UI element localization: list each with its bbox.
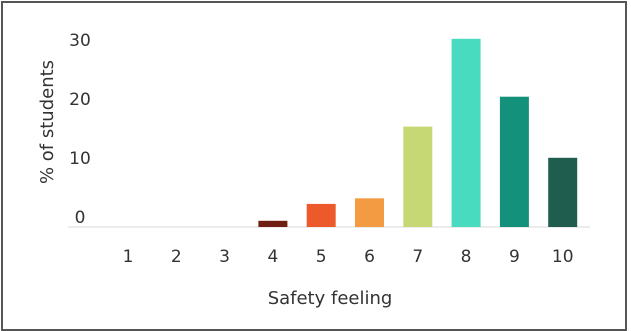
x-tick-label: 1 (123, 247, 134, 267)
x-tick-label: 5 (316, 247, 327, 267)
x-tick-label: 2 (171, 247, 182, 267)
bar-9 (499, 96, 529, 227)
y-axis-title: % of students (37, 60, 58, 184)
x-tick-label: 9 (509, 247, 520, 267)
bar-5 (306, 203, 336, 227)
bars-group (258, 38, 578, 227)
x-tick-label: 6 (364, 247, 375, 267)
y-tick-labels: 0 10 20 30 (69, 31, 91, 228)
x-tick-label: 10 (552, 247, 574, 267)
x-tick-label: 3 (219, 247, 230, 267)
x-tick-label: 7 (412, 247, 423, 267)
y-tick-label: 30 (69, 31, 91, 51)
bar-10 (548, 157, 578, 227)
y-tick-label: 10 (69, 149, 91, 169)
bar-8 (451, 38, 481, 227)
y-tick-label: 0 (75, 208, 86, 228)
x-axis-title: Safety feeling (268, 288, 393, 309)
x-tick-label: 4 (267, 247, 278, 267)
bar-7 (403, 126, 433, 227)
bar-6 (355, 198, 384, 227)
x-tick-label: 8 (461, 247, 472, 267)
y-tick-label: 20 (69, 90, 91, 110)
x-tick-labels: 1 2 3 4 5 6 7 8 9 10 (123, 247, 574, 267)
bar-4 (258, 220, 288, 227)
